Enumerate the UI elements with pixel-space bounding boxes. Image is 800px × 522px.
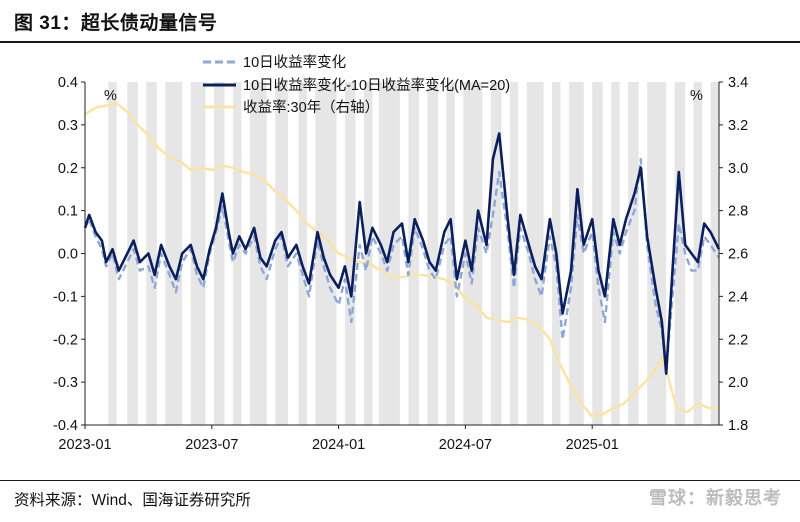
left-tick-3: 0.1 xyxy=(58,204,78,220)
right-tick-2: 3.0 xyxy=(728,161,748,177)
series-line-1 xyxy=(83,132,721,375)
left-unit-label: % xyxy=(104,88,117,104)
x-tick-3: 2024-07 xyxy=(439,437,492,453)
right-tick-3: 2.8 xyxy=(728,204,748,220)
x-tick-1: 2023-07 xyxy=(185,437,238,453)
shaded-period-9 xyxy=(298,82,307,425)
left-tick-8: -0.4 xyxy=(53,418,78,434)
shaded-period-19 xyxy=(509,82,519,425)
shaded-period-20 xyxy=(526,82,544,425)
shaded-period-8 xyxy=(275,82,288,425)
legend-label-1: 10日收益率变化 xyxy=(243,54,346,71)
legend: 10日收益率变化 10日收益率变化-10日收益率变化(MA=20) 收益率:30… xyxy=(203,54,510,116)
page-title: 图 31：超长债动量信号 xyxy=(14,13,218,34)
shaded-periods xyxy=(108,82,719,425)
right-tick-4: 2.6 xyxy=(728,247,748,263)
right-tick-7: 2.0 xyxy=(728,375,748,391)
series-lines xyxy=(83,102,721,418)
right-tick-5: 2.4 xyxy=(728,289,748,305)
legend-label-3: 收益率:30年（右轴） xyxy=(243,99,379,116)
shaded-period-15 xyxy=(427,82,438,425)
shaded-period-16 xyxy=(446,82,455,425)
shaded-period-29 xyxy=(710,82,719,425)
left-tick-6: -0.2 xyxy=(53,332,78,348)
footer-divider xyxy=(0,480,800,481)
shaded-period-25 xyxy=(628,82,639,425)
left-tick-4: 0.0 xyxy=(58,247,78,263)
shaded-period-14 xyxy=(408,82,419,425)
left-tick-0: 0.4 xyxy=(58,75,78,91)
shaded-period-18 xyxy=(490,82,502,425)
legend-label-2: 10日收益率变化-10日收益率变化(MA=20) xyxy=(243,77,510,94)
right-tick-1: 3.2 xyxy=(728,118,748,134)
x-tick-4: 2025-01 xyxy=(566,437,619,453)
series-line-0 xyxy=(83,157,721,371)
shaded-period-24 xyxy=(611,82,620,425)
left-tick-7: -0.3 xyxy=(53,375,78,391)
shaded-period-2 xyxy=(146,82,157,425)
right-unit-label: % xyxy=(690,88,703,104)
left-tick-5: -0.1 xyxy=(53,289,78,305)
left-tick-1: 0.3 xyxy=(58,118,78,134)
shaded-period-3 xyxy=(165,82,183,425)
x-tick-2: 2024-01 xyxy=(312,437,365,453)
source-note: 资料来源：Wind、国海证券研究所 xyxy=(14,492,251,509)
series-line-2 xyxy=(84,102,719,418)
shaded-period-1 xyxy=(127,82,138,425)
x-tick-0: 2023-01 xyxy=(58,437,111,453)
shaded-period-28 xyxy=(693,82,703,425)
right-tick-8: 1.8 xyxy=(728,418,748,434)
shaded-period-11 xyxy=(344,82,356,425)
shaded-period-10 xyxy=(315,82,337,425)
right-tick-0: 3.4 xyxy=(728,75,748,91)
shaded-period-27 xyxy=(674,82,686,425)
shaded-period-5 xyxy=(213,82,225,425)
tick-labels: 0.4 0.3 0.2 0.1 0.0 -0.1 -0.2 -0.3 -0.4 3.4 3.2 3.0… xyxy=(53,75,748,453)
watermark: 雪球：新毅思考 xyxy=(649,488,782,508)
shaded-period-22 xyxy=(568,82,584,425)
shaded-period-26 xyxy=(647,82,667,425)
title-divider xyxy=(0,41,800,43)
left-tick-2: 0.2 xyxy=(58,161,78,177)
right-tick-6: 2.2 xyxy=(728,332,748,348)
